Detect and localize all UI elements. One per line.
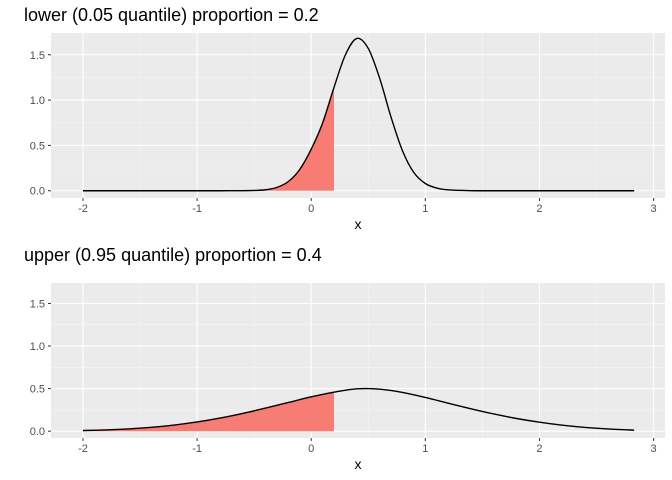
y-axis-ticks: 0.0 0.5 1.0 1.5: [30, 298, 51, 438]
plot-background: [51, 283, 665, 438]
x-tick-label: -2: [78, 443, 88, 455]
density-line: [82, 387, 635, 432]
x-tick-label: 1: [422, 443, 428, 455]
x-tick-label: 2: [536, 443, 542, 455]
y-tick-label: 0.0: [30, 426, 45, 438]
chart-panel-lower: lower (0.05 quantile) proportion = 0.2 0…: [24, 5, 665, 232]
x-axis-ticks: -2 -1 0 1 2 3: [78, 198, 657, 215]
x-tick-label: 3: [651, 203, 657, 215]
y-tick-label: 1.0: [30, 95, 45, 107]
chart-title: lower (0.05 quantile) proportion = 0.2: [24, 5, 319, 25]
x-axis-ticks: -2 -1 0 1 2 3: [78, 438, 657, 455]
x-tick-label: 0: [308, 203, 314, 215]
y-axis-ticks: 0.0 0.5 1.0 1.5: [30, 50, 51, 198]
minor-gridlines: [51, 283, 665, 438]
x-tick-label: 2: [536, 203, 542, 215]
y-tick-label: 1.0: [30, 341, 45, 353]
x-tick-label: -1: [192, 443, 202, 455]
x-tick-label: 3: [651, 443, 657, 455]
x-tick-label: -1: [192, 203, 202, 215]
x-axis-title: x: [355, 216, 362, 232]
y-tick-label: 0.0: [30, 186, 45, 198]
chart-panel-upper: upper (0.95 quantile) proportion = 0.4 0…: [24, 245, 665, 472]
x-axis-title: x: [355, 456, 362, 472]
density-line: [82, 37, 635, 192]
minor-gridlines: [51, 33, 665, 198]
x-tick-label: 1: [422, 203, 428, 215]
x-tick-label: 0: [308, 443, 314, 455]
y-tick-label: 1.5: [30, 298, 45, 310]
y-tick-label: 1.5: [30, 50, 45, 62]
shaded-region: [82, 391, 336, 432]
y-tick-label: 0.5: [30, 140, 45, 152]
plot-background: [51, 33, 665, 198]
shaded-region: [82, 84, 335, 191]
y-tick-label: 0.5: [30, 384, 45, 396]
chart-title: upper (0.95 quantile) proportion = 0.4: [24, 245, 322, 265]
x-tick-label: -2: [78, 203, 88, 215]
